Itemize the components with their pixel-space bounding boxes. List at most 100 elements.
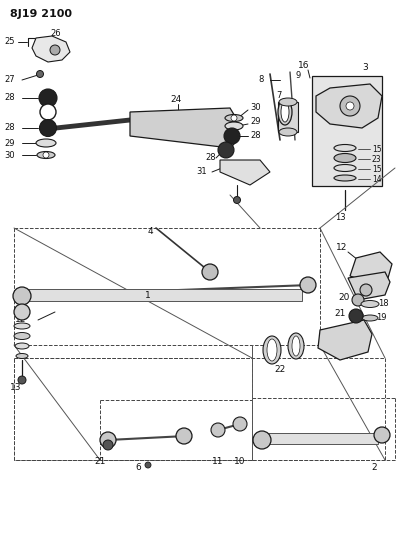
- Polygon shape: [316, 84, 382, 128]
- Ellipse shape: [334, 144, 356, 151]
- Circle shape: [39, 119, 56, 136]
- Circle shape: [18, 376, 26, 384]
- Circle shape: [218, 142, 234, 158]
- Bar: [278, 102, 298, 132]
- Text: 19: 19: [376, 313, 386, 322]
- Circle shape: [349, 309, 363, 323]
- Ellipse shape: [14, 333, 30, 340]
- Circle shape: [37, 70, 44, 77]
- Circle shape: [233, 417, 247, 431]
- Ellipse shape: [362, 315, 378, 321]
- Text: 7: 7: [276, 92, 281, 101]
- Circle shape: [300, 277, 316, 293]
- Text: 28: 28: [4, 93, 15, 102]
- Ellipse shape: [288, 333, 304, 359]
- Text: 5: 5: [346, 341, 352, 350]
- Ellipse shape: [16, 353, 28, 359]
- Ellipse shape: [225, 122, 243, 130]
- Polygon shape: [220, 160, 270, 185]
- Circle shape: [14, 304, 30, 320]
- Circle shape: [352, 294, 364, 306]
- Ellipse shape: [334, 175, 356, 181]
- Text: 13: 13: [334, 214, 345, 222]
- Circle shape: [39, 89, 57, 107]
- Text: 23: 23: [372, 155, 382, 164]
- Polygon shape: [318, 320, 372, 360]
- Ellipse shape: [37, 151, 55, 158]
- Ellipse shape: [334, 165, 356, 172]
- Circle shape: [145, 462, 151, 468]
- Text: 6: 6: [135, 464, 141, 472]
- Text: 31: 31: [196, 167, 207, 176]
- Ellipse shape: [292, 336, 300, 356]
- Text: 13: 13: [10, 384, 22, 392]
- Circle shape: [360, 284, 372, 296]
- Ellipse shape: [279, 128, 297, 136]
- Text: 18: 18: [378, 300, 388, 309]
- Polygon shape: [32, 36, 70, 62]
- Circle shape: [202, 264, 218, 280]
- Text: 27: 27: [4, 76, 15, 85]
- Bar: [268, 433, 378, 444]
- Text: 4: 4: [148, 228, 154, 237]
- Ellipse shape: [15, 343, 29, 349]
- Ellipse shape: [334, 154, 356, 163]
- Ellipse shape: [263, 336, 281, 364]
- Bar: [28, 289, 302, 301]
- Text: 21: 21: [94, 457, 106, 466]
- Text: 2: 2: [371, 464, 377, 472]
- Text: 12: 12: [336, 244, 347, 253]
- Circle shape: [13, 287, 31, 305]
- Text: 11: 11: [212, 457, 224, 466]
- Bar: [312, 76, 382, 186]
- Circle shape: [176, 428, 192, 444]
- Circle shape: [100, 432, 116, 448]
- Text: 9: 9: [296, 71, 301, 80]
- Ellipse shape: [14, 323, 30, 329]
- Text: 8J19 2100: 8J19 2100: [10, 9, 72, 19]
- Text: 12: 12: [15, 316, 26, 325]
- Polygon shape: [350, 252, 392, 282]
- Circle shape: [233, 197, 241, 204]
- Text: 26: 26: [50, 29, 60, 38]
- Circle shape: [224, 128, 240, 144]
- Circle shape: [374, 427, 390, 443]
- Text: 14: 14: [372, 174, 382, 183]
- Text: 30: 30: [4, 150, 15, 159]
- Circle shape: [340, 96, 360, 116]
- Text: 28: 28: [250, 132, 261, 141]
- Text: 16: 16: [298, 61, 310, 70]
- Circle shape: [346, 102, 354, 110]
- Text: 28: 28: [205, 154, 216, 163]
- Circle shape: [103, 440, 113, 450]
- Circle shape: [43, 152, 49, 158]
- Text: 21: 21: [334, 310, 345, 319]
- Text: 1: 1: [145, 290, 151, 300]
- Circle shape: [231, 115, 237, 121]
- Text: 15: 15: [372, 165, 382, 174]
- Text: 28: 28: [4, 124, 15, 133]
- Text: 30: 30: [250, 103, 261, 112]
- Circle shape: [253, 431, 271, 449]
- Text: 29: 29: [250, 117, 260, 126]
- Ellipse shape: [225, 115, 243, 122]
- Circle shape: [40, 104, 56, 120]
- Text: 10: 10: [234, 457, 246, 466]
- Circle shape: [211, 423, 225, 437]
- Ellipse shape: [278, 99, 292, 125]
- Ellipse shape: [36, 139, 56, 147]
- Text: 3: 3: [362, 63, 368, 72]
- Text: 29: 29: [4, 139, 15, 148]
- Text: 24: 24: [170, 95, 181, 104]
- Ellipse shape: [279, 98, 297, 106]
- Text: 25: 25: [4, 37, 15, 46]
- Polygon shape: [348, 272, 390, 300]
- Text: 17: 17: [376, 276, 388, 285]
- Text: 22: 22: [274, 366, 286, 375]
- Ellipse shape: [281, 102, 289, 122]
- Circle shape: [50, 45, 60, 55]
- Text: 20: 20: [338, 294, 349, 303]
- Ellipse shape: [361, 301, 379, 308]
- Text: 15: 15: [372, 144, 382, 154]
- Ellipse shape: [267, 339, 277, 361]
